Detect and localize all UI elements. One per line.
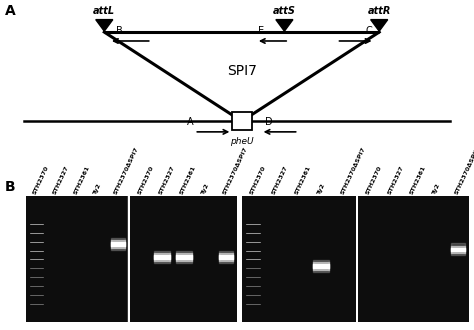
Text: pheU: pheU bbox=[230, 137, 254, 146]
Bar bbox=[358, 196, 469, 322]
FancyBboxPatch shape bbox=[232, 112, 252, 130]
Text: STH2327: STH2327 bbox=[52, 165, 70, 196]
Text: E: E bbox=[258, 26, 264, 36]
Bar bbox=[242, 196, 356, 322]
Text: A: A bbox=[187, 116, 194, 126]
Text: STH2327: STH2327 bbox=[271, 165, 289, 196]
Text: STH2370: STH2370 bbox=[365, 165, 382, 196]
Text: Ty2: Ty2 bbox=[317, 183, 327, 196]
Text: STH2370: STH2370 bbox=[137, 165, 154, 196]
Text: STH2361: STH2361 bbox=[294, 165, 312, 196]
Text: STH2361: STH2361 bbox=[73, 165, 91, 196]
Text: STH2370ΔSPI7: STH2370ΔSPI7 bbox=[113, 146, 140, 196]
Text: B: B bbox=[116, 26, 123, 36]
Text: STH2327: STH2327 bbox=[387, 165, 405, 196]
Text: attS: attS bbox=[273, 6, 296, 16]
Text: B: B bbox=[5, 180, 15, 194]
Text: STH2361: STH2361 bbox=[409, 165, 427, 196]
Text: STH2370ΔSPI7: STH2370ΔSPI7 bbox=[222, 146, 248, 196]
Text: STH2370ΔSPI7: STH2370ΔSPI7 bbox=[339, 146, 366, 196]
Polygon shape bbox=[96, 19, 113, 31]
Text: STH2370: STH2370 bbox=[248, 165, 266, 196]
Text: attL: attL bbox=[93, 6, 115, 16]
Polygon shape bbox=[276, 19, 293, 31]
Text: Ty2: Ty2 bbox=[201, 183, 210, 196]
Text: STH2370ΔSPI7: STH2370ΔSPI7 bbox=[454, 146, 474, 196]
Text: A: A bbox=[5, 4, 16, 17]
Text: attR: attR bbox=[367, 6, 391, 16]
Text: C: C bbox=[365, 26, 372, 36]
Text: STH2327: STH2327 bbox=[158, 165, 176, 196]
Text: D: D bbox=[265, 116, 273, 126]
Polygon shape bbox=[371, 19, 388, 31]
Text: Ty2: Ty2 bbox=[431, 183, 441, 196]
Bar bbox=[26, 196, 128, 322]
Text: STH2361: STH2361 bbox=[179, 165, 197, 196]
Text: STH2370: STH2370 bbox=[32, 165, 49, 196]
Bar bbox=[130, 196, 237, 322]
Text: SPI7: SPI7 bbox=[227, 64, 257, 78]
Text: Ty2: Ty2 bbox=[93, 183, 102, 196]
